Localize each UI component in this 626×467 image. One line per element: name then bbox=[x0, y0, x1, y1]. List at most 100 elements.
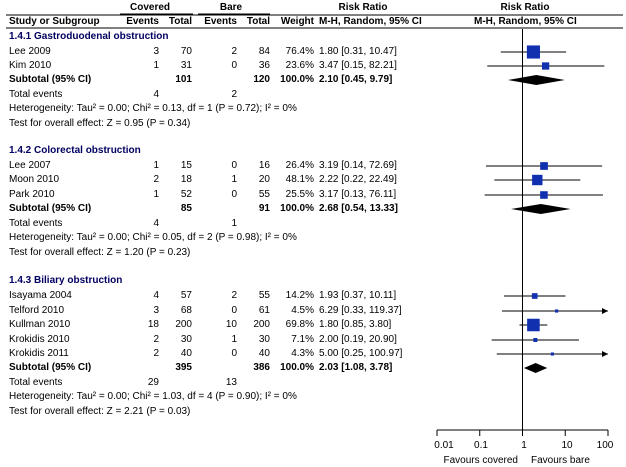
total-bare: 55 bbox=[258, 290, 270, 301]
events-bare: 0 bbox=[231, 60, 237, 71]
total-bare: 30 bbox=[258, 334, 270, 345]
point-estimate-square bbox=[555, 309, 559, 313]
ci-arrow bbox=[602, 351, 608, 357]
events-covered: 2 bbox=[153, 348, 159, 359]
events-bare: 2 bbox=[231, 46, 237, 57]
subtotal-label: Subtotal (95% CI) bbox=[9, 203, 92, 214]
subtotal-total-covered: 101 bbox=[175, 74, 192, 85]
total-bare: 61 bbox=[258, 305, 270, 316]
col-weight: Weight bbox=[280, 16, 314, 27]
ci-text: 5.00 [0.25, 100.97] bbox=[319, 348, 403, 359]
events-covered: 18 bbox=[147, 319, 159, 330]
total-bare: 200 bbox=[253, 319, 270, 330]
col-total1: Total bbox=[168, 16, 192, 27]
study-name: Telford 2010 bbox=[9, 305, 65, 316]
subtotal-label: Subtotal (95% CI) bbox=[9, 74, 92, 85]
study-name: Lee 2007 bbox=[9, 160, 51, 171]
total-events-label: Total events bbox=[9, 89, 63, 100]
events-bare: 0 bbox=[231, 189, 237, 200]
effect-title-left: Risk Ratio bbox=[338, 2, 388, 13]
study-name: Kullman 2010 bbox=[9, 319, 71, 330]
col-events1: Events bbox=[126, 16, 159, 27]
total-covered: 70 bbox=[180, 46, 192, 57]
total-bare: 20 bbox=[258, 174, 270, 185]
ci-text: 2.00 [0.19, 20.90] bbox=[319, 334, 397, 345]
x-tick-label: 10 bbox=[561, 440, 573, 451]
total-covered: 30 bbox=[180, 334, 192, 345]
total-covered: 40 bbox=[180, 348, 192, 359]
subtotal-label: Subtotal (95% CI) bbox=[9, 362, 92, 373]
point-estimate-square bbox=[531, 293, 538, 299]
events-bare: 0 bbox=[231, 348, 237, 359]
events-bare: 10 bbox=[225, 319, 237, 330]
weight-value: 7.1% bbox=[291, 334, 314, 345]
total-events-label: Total events bbox=[9, 218, 63, 229]
ci-text: 2.22 [0.22, 22.49] bbox=[319, 174, 397, 185]
point-estimate-square bbox=[540, 162, 548, 170]
point-estimate-square bbox=[527, 318, 540, 332]
effect-title-right: Risk Ratio bbox=[500, 2, 550, 13]
events-covered: 2 bbox=[153, 174, 159, 185]
total-covered: 31 bbox=[180, 60, 192, 71]
total-covered: 52 bbox=[180, 189, 192, 200]
events-covered: 3 bbox=[153, 305, 159, 316]
overall-effect-text: Test for overall effect: Z = 0.95 (P = 0… bbox=[9, 118, 191, 129]
subtotal-total-bare: 120 bbox=[253, 74, 270, 85]
subtotal-total-bare: 386 bbox=[253, 362, 270, 373]
study-name: Krokidis 2010 bbox=[9, 334, 70, 345]
events-bare: 0 bbox=[231, 160, 237, 171]
subtotal-weight: 100.0% bbox=[280, 203, 314, 214]
total-covered: 18 bbox=[180, 174, 192, 185]
point-estimate-square bbox=[541, 62, 550, 70]
weight-value: 23.6% bbox=[285, 60, 314, 71]
subtotal-total-bare: 91 bbox=[258, 203, 270, 214]
total-bare: 16 bbox=[258, 160, 270, 171]
total-covered: 68 bbox=[180, 305, 192, 316]
ci-text: 3.47 [0.15, 82.21] bbox=[319, 60, 397, 71]
study-name: Krokidis 2011 bbox=[9, 348, 69, 359]
study-name: Kim 2010 bbox=[9, 60, 52, 71]
study-name: Isayama 2004 bbox=[9, 290, 72, 301]
col-method-left: M-H, Random, 95% CI bbox=[319, 16, 422, 27]
events-covered: 1 bbox=[153, 189, 159, 200]
overall-effect-text: Test for overall effect: Z = 1.20 (P = 0… bbox=[9, 247, 191, 258]
subtotal-diamond bbox=[511, 204, 571, 214]
weight-value: 4.3% bbox=[291, 348, 314, 359]
study-name: Lee 2009 bbox=[9, 46, 51, 57]
total-bare: 55 bbox=[258, 189, 270, 200]
events-bare: 1 bbox=[231, 174, 237, 185]
total-events-label: Total events bbox=[9, 377, 63, 388]
subgroup-title: 1.4.2 Colorectal obstruction bbox=[9, 145, 141, 156]
subtotal-total-covered: 395 bbox=[175, 362, 192, 373]
subgroup-title: 1.4.3 Biliary obstruction bbox=[9, 275, 123, 286]
total-covered: 57 bbox=[180, 290, 192, 301]
total-bare: 36 bbox=[258, 60, 270, 71]
ci-text: 1.80 [0.85, 3.80] bbox=[319, 319, 392, 330]
subtotal-weight: 100.0% bbox=[280, 74, 314, 85]
weight-value: 25.5% bbox=[285, 189, 314, 200]
overall-effect-text: Test for overall effect: Z = 2.21 (P = 0… bbox=[9, 406, 191, 417]
subtotal-weight: 100.0% bbox=[280, 362, 314, 373]
events-covered: 4 bbox=[153, 290, 159, 301]
subtotal-total-covered: 85 bbox=[180, 203, 192, 214]
favours-left-label: Favours covered bbox=[443, 455, 518, 466]
events-covered: 2 bbox=[153, 334, 159, 345]
col-method-right: M-H, Random, 95% CI bbox=[474, 16, 577, 27]
subtotal-ci-text: 2.68 [0.54, 13.33] bbox=[319, 203, 398, 214]
events-bare: 1 bbox=[231, 334, 237, 345]
weight-value: 76.4% bbox=[285, 46, 314, 57]
total-bare: 40 bbox=[258, 348, 270, 359]
ci-text: 1.93 [0.37, 10.11] bbox=[319, 290, 397, 301]
point-estimate-square bbox=[526, 45, 540, 59]
weight-value: 4.5% bbox=[291, 305, 314, 316]
col-events2: Events bbox=[204, 16, 237, 27]
ci-text: 3.17 [0.13, 76.11] bbox=[319, 189, 397, 200]
col-study: Study or Subgroup bbox=[9, 16, 100, 27]
group2-header: Bare bbox=[219, 2, 243, 13]
total-events-bare: 1 bbox=[231, 218, 237, 229]
ci-text: 6.29 [0.33, 119.37] bbox=[319, 305, 402, 316]
total-events-covered: 4 bbox=[153, 89, 159, 100]
subtotal-diamond bbox=[507, 75, 565, 85]
